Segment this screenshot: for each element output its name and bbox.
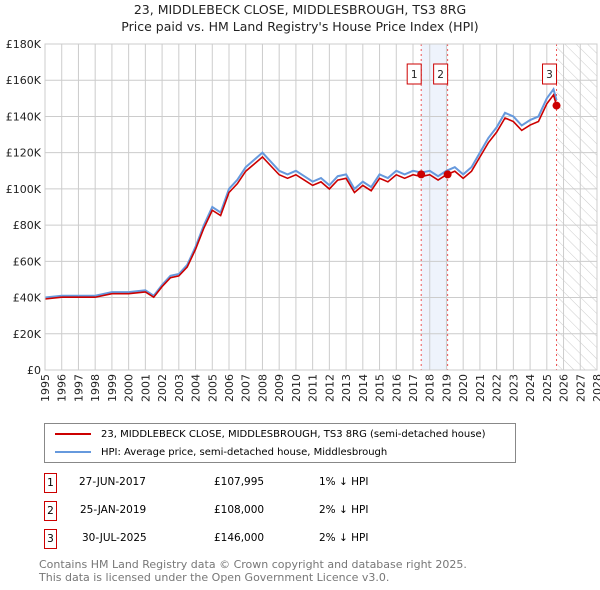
x-tick-label: 2024 (524, 374, 537, 402)
chart-subtitle: Price paid vs. HM Land Registry's House … (121, 19, 479, 34)
sale-period-shading (421, 44, 448, 370)
sale-marker-label: 1 (44, 473, 57, 493)
x-tick-label: 2025 (541, 374, 554, 402)
x-tick-label: 2022 (491, 374, 504, 402)
x-tick-label: 2010 (290, 374, 303, 402)
forecast-hatch (556, 44, 597, 370)
x-tick-label: 2012 (323, 374, 336, 402)
x-tick-label: 2014 (357, 374, 370, 402)
legend-price: 23, MIDDLEBECK CLOSE, MIDDLESBROUGH, TS3… (101, 428, 486, 440)
x-tick-label: 2028 (591, 374, 600, 402)
x-tick-label: 2007 (240, 374, 253, 402)
x-tick-label: 1996 (56, 374, 69, 402)
y-tick-label: £80K (13, 219, 42, 232)
x-tick-label: 2003 (173, 374, 186, 402)
x-tick-label: 1999 (106, 374, 119, 402)
chart-title: 23, MIDDLEBECK CLOSE, MIDDLESBROUGH, TS3… (133, 2, 467, 17)
sale-label-box (406, 63, 422, 85)
sale-marker-label: 3 (44, 529, 57, 549)
sale-date: 27-JUN-2017 (79, 476, 146, 488)
x-tick-label: 2019 (440, 374, 453, 402)
y-tick-label: £100K (6, 183, 42, 196)
legend-hpi: HPI: Average price, semi-detached house,… (101, 446, 388, 458)
x-tick-label: 2001 (139, 374, 152, 402)
price-chart: 1995 1996 1997 1998 1999 2000 2001 2002 2003 2004… (6, 38, 600, 402)
x-tick-label: 2005 (206, 374, 219, 402)
footer-line: This data is licensed under the Open Gov… (39, 571, 390, 584)
x-tick-label: 2006 (223, 374, 236, 402)
sale-date: 30-JUL-2025 (82, 532, 147, 544)
x-tick-label: 2016 (390, 374, 403, 402)
x-tick-label: 2013 (340, 374, 353, 402)
sale-marker-label: 2 (44, 501, 57, 521)
y-tick-label: £40K (13, 292, 42, 305)
x-tick-label: 2015 (374, 374, 387, 402)
sale-label-box (542, 63, 558, 85)
hpi-line (44, 87, 558, 299)
x-tick-label: 2020 (457, 374, 470, 402)
sale-hpi-delta: 1% ↓ HPI (319, 476, 369, 488)
legend: 23, MIDDLEBECK CLOSE, MIDDLESBROUGH, TS3… (44, 423, 516, 463)
x-tick-label: 2002 (156, 374, 169, 402)
sale-label: 2 (437, 69, 444, 81)
sale-point (552, 101, 561, 110)
y-tick-label: £120K (6, 147, 42, 160)
price-line (44, 93, 558, 300)
sale-hpi-delta: 2% ↓ HPI (319, 504, 369, 516)
y-tick-label: £180K (6, 38, 42, 51)
x-tick-label: 1998 (89, 374, 102, 402)
sale-label: 3 (546, 69, 553, 81)
y-tick-label: £160K (6, 74, 42, 87)
x-tick-label: 2021 (474, 374, 487, 402)
footer-line: Contains HM Land Registry data © Crown c… (39, 558, 467, 571)
x-tick-label: 2017 (407, 374, 420, 402)
sale-price: £146,000 (214, 532, 265, 544)
x-tick-label: 2023 (507, 374, 520, 402)
x-tick-label: 2004 (190, 374, 203, 402)
sale-point (417, 170, 426, 179)
x-tick-label: 2011 (307, 374, 320, 402)
y-tick-label: £20K (13, 328, 42, 341)
x-tick-label: 1995 (39, 374, 52, 402)
y-tick-label: £140K (6, 110, 42, 123)
sale-hpi-delta: 2% ↓ HPI (319, 532, 369, 544)
price-line-swatch (55, 433, 91, 435)
x-tick-label: 1997 (72, 374, 85, 402)
hpi-line-swatch (55, 451, 91, 453)
x-tick-label: 2008 (256, 374, 269, 402)
x-tick-label: 2009 (273, 374, 286, 402)
sale-price: £107,995 (214, 476, 265, 488)
x-tick-label: 2000 (123, 374, 136, 402)
x-tick-label: 2026 (558, 374, 571, 402)
sale-price: £108,000 (214, 504, 265, 516)
sale-label-box (433, 63, 449, 85)
footer: Contains HM Land Registry data © Crown c… (39, 558, 467, 584)
x-tick-label: 2027 (574, 374, 587, 402)
x-tick-label: 2018 (424, 374, 437, 402)
sale-date: 25-JAN-2019 (80, 504, 147, 516)
y-tick-label: £0 (27, 364, 41, 377)
y-tick-label: £60K (13, 255, 42, 268)
sale-point (443, 170, 452, 179)
plot-frame (44, 43, 598, 371)
sale-label: 1 (411, 69, 418, 81)
